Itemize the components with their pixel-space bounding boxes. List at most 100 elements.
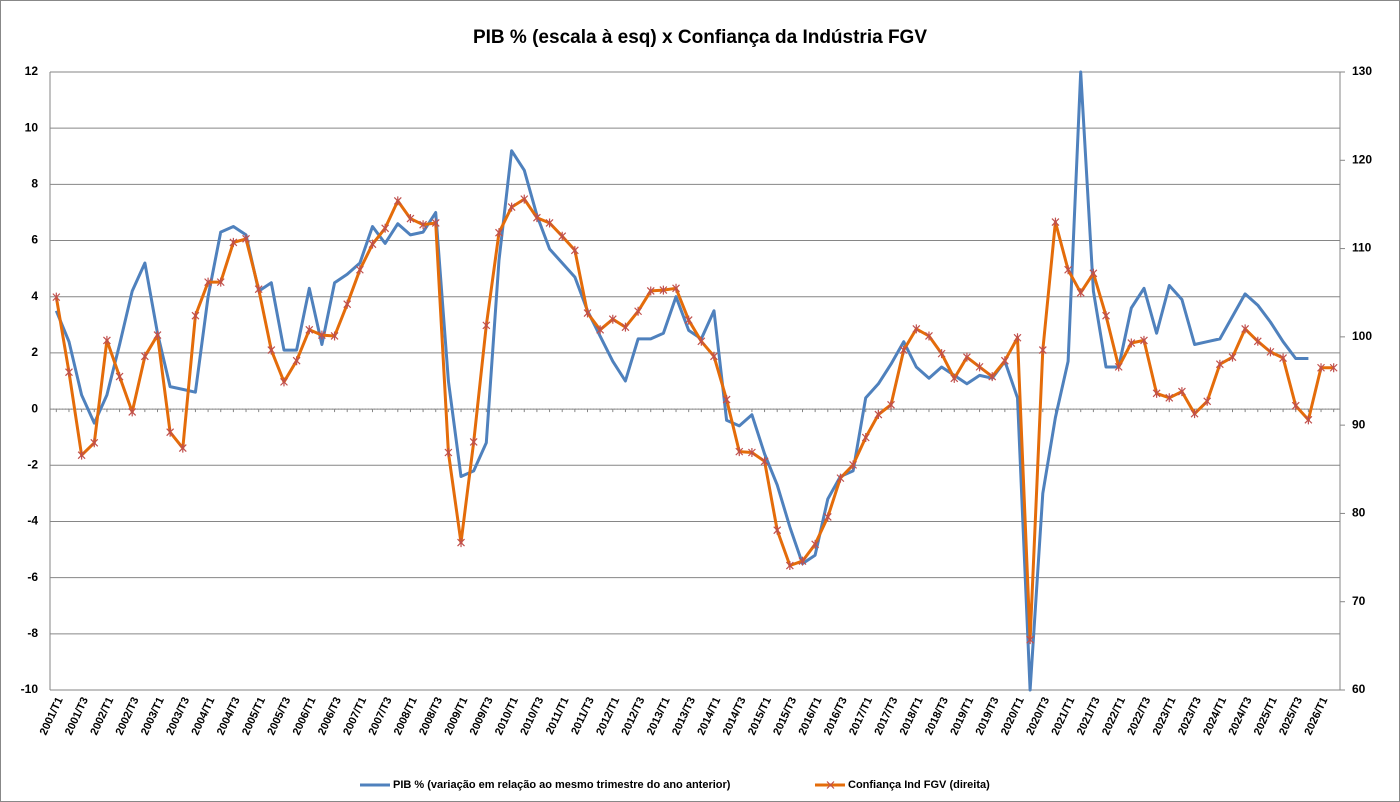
series-marker: [1203, 396, 1212, 406]
series-marker: [773, 525, 782, 535]
y2-tick-label: 60: [1352, 682, 1366, 696]
series-marker: [532, 213, 541, 223]
series-marker: [1329, 363, 1338, 373]
series-marker: [254, 284, 263, 294]
series-marker: [1165, 393, 1174, 403]
series-marker: [1228, 352, 1237, 362]
legend-label: Confiança Ind FGV (direita): [848, 779, 990, 791]
series-marker: [216, 277, 225, 287]
series-marker: [697, 336, 706, 346]
series-marker: [77, 450, 86, 460]
series-marker: [280, 377, 288, 387]
series-marker: [166, 427, 175, 437]
series-marker: [621, 322, 630, 332]
series-marker: [988, 372, 997, 382]
series-marker: [735, 447, 744, 457]
series-marker: [381, 223, 390, 233]
series-marker: [242, 234, 250, 244]
y-tick-label: 6: [31, 233, 38, 247]
series-marker: [899, 345, 908, 355]
series-line: [54, 197, 1334, 642]
series-marker: [975, 362, 984, 372]
series-marker: [1266, 347, 1275, 357]
series-marker: [482, 320, 491, 330]
series-marker: [646, 286, 655, 296]
series-marker: [545, 218, 554, 228]
series-marker: [507, 202, 516, 212]
series-marker: [292, 356, 301, 366]
y2-tick-label: 100: [1352, 329, 1372, 343]
series-marker: [1000, 356, 1009, 366]
series-marker: [937, 349, 946, 359]
series-marker: [178, 443, 187, 453]
series-marker: [849, 460, 858, 470]
series-marker: [1190, 409, 1199, 419]
y-tick-label: -6: [27, 570, 38, 584]
y-tick-label: 2: [31, 345, 38, 359]
series-marker: [684, 315, 693, 325]
series-marker: [925, 331, 933, 341]
series-marker: [785, 561, 794, 571]
series-marker: [1241, 324, 1250, 334]
series-marker: [887, 400, 895, 410]
series-marker: [836, 473, 845, 483]
series-marker: [191, 311, 200, 321]
series-marker: [90, 438, 99, 448]
series-marker: [962, 352, 971, 362]
series-marker: [608, 314, 617, 324]
series-marker: [469, 437, 478, 447]
series-marker: [874, 410, 883, 420]
series-marker: [305, 325, 314, 335]
series-marker: [1064, 265, 1073, 275]
legend-label: PIB % (variação em relação ao mesmo trim…: [393, 779, 731, 791]
series-marker: [596, 325, 605, 335]
series-marker: [798, 556, 807, 566]
series-marker: [317, 330, 326, 340]
series-marker: [1038, 345, 1047, 355]
legend-marker: [826, 781, 835, 789]
series-marker: [52, 292, 61, 302]
y-tick-label: 4: [31, 289, 38, 303]
series-marker: [140, 351, 149, 361]
y-tick-label: 8: [31, 177, 38, 191]
series-marker: [65, 367, 73, 377]
series-marker: [710, 351, 718, 361]
series-marker: [419, 220, 428, 230]
y2-tick-label: 130: [1352, 64, 1372, 78]
series-marker: [457, 538, 465, 548]
y-tick-label: -2: [27, 457, 38, 471]
series-marker: [229, 237, 238, 247]
series-marker: [355, 265, 364, 275]
series-marker: [1089, 268, 1098, 278]
y2-tick-label: 90: [1352, 417, 1366, 431]
series-marker: [1114, 362, 1123, 372]
y-tick-label: 0: [31, 401, 38, 415]
series-marker: [444, 448, 453, 458]
series-marker: [1127, 338, 1136, 348]
series-marker: [204, 277, 213, 287]
y-tick-label: -10: [21, 682, 39, 696]
series-marker: [330, 331, 339, 341]
series-marker: [1013, 333, 1022, 343]
series-marker: [1140, 335, 1148, 345]
series-marker: [1152, 388, 1161, 398]
chart-title: PIB % (escala à esq) x Confiança da Indú…: [473, 27, 927, 48]
series-marker: [1253, 336, 1262, 346]
series-marker: [722, 395, 731, 405]
series-marker: [431, 218, 440, 228]
series-marker: [115, 372, 124, 382]
series-marker: [520, 194, 529, 204]
y2-tick-label: 80: [1352, 506, 1366, 520]
y-tick-label: 12: [25, 64, 39, 78]
series-marker: [1279, 353, 1288, 363]
series-marker: [406, 214, 415, 224]
series-marker: [1291, 401, 1300, 411]
series-marker: [102, 335, 111, 345]
series-marker: [760, 456, 769, 466]
series-marker: [267, 345, 276, 355]
series-marker: [583, 308, 592, 318]
series-marker: [1051, 217, 1060, 227]
y2-tick-label: 110: [1352, 241, 1372, 255]
